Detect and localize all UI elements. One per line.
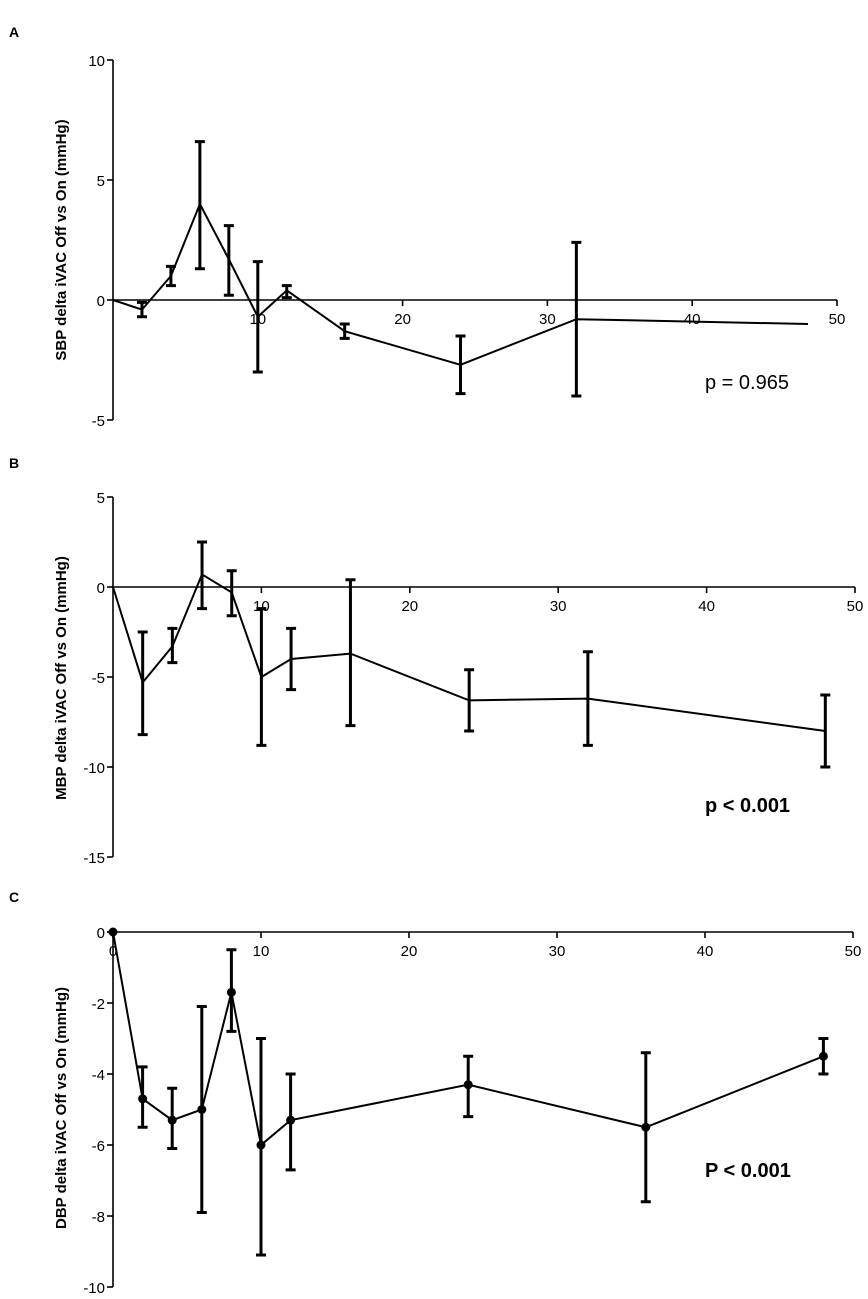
x-tick-label: 40 [697,943,714,960]
error-bar [165,264,176,288]
error-bar [281,284,292,300]
y-tick-label: -6 [92,1138,105,1155]
panel-letter: C [9,889,19,905]
x-tick-label: 30 [539,311,556,328]
p-value-annotation: p < 0.001 [705,795,790,817]
y-axis-label: DBP delta iVAC Off vs On (mmHg) [53,987,70,1229]
error-bar [137,630,148,737]
x-tick-label: 20 [401,943,418,960]
error-bar [820,693,831,769]
data-point [167,1115,177,1125]
data-point [197,1105,207,1114]
error-bar [252,260,263,374]
data-point [818,1051,828,1061]
error-bar [345,578,356,728]
x-tick-label: 30 [549,943,566,960]
panel-letter: B [9,455,19,471]
error-bar [455,334,466,396]
y-tick-label: -5 [92,670,105,687]
data-point [108,927,118,937]
data-point [286,1115,296,1125]
panel-letter: A [9,24,19,40]
x-tick-label: 20 [401,598,418,615]
y-tick-label: -5 [92,413,105,430]
panel-a: A SBP delta iVAC Off vs On (mmHg) p = 0.… [9,24,845,430]
y-tick-label: 0 [97,925,105,942]
p-value-annotation: P < 0.001 [705,1160,791,1182]
error-bar [226,569,237,618]
y-tick-label: 5 [97,490,105,507]
y-tick-label: 0 [97,580,105,597]
y-tick-label: 10 [88,53,105,70]
error-bar [223,224,234,297]
y-tick-label: 5 [97,173,105,190]
error-bar [571,240,582,398]
y-tick-label: -4 [92,1067,105,1084]
panel-c: C DBP delta iVAC Off vs On (mmHg) P < 0.… [9,889,861,1297]
y-tick-label: -8 [92,1209,105,1226]
data-point [641,1122,651,1132]
error-bar [464,668,475,733]
x-tick-label: 40 [684,311,701,328]
error-bar [286,626,297,692]
data-point [226,987,236,997]
y-tick-label: -10 [83,1280,105,1297]
error-bar [256,607,267,747]
x-tick-label: 10 [253,943,270,960]
x-tick-label: 50 [829,311,846,328]
error-bar [582,650,593,747]
error-bar [339,322,350,340]
panel-b: B MBP delta iVAC Off vs On (mmHg) p < 0.… [9,455,863,867]
series-line [112,931,824,1147]
x-tick-label: 40 [698,598,715,615]
p-value-annotation: p = 0.965 [705,372,789,394]
data-point [463,1080,473,1090]
x-tick-label: 0 [109,943,117,960]
y-tick-label: -15 [83,850,105,867]
y-axis-label: SBP delta iVAC Off vs On (mmHg) [53,119,70,360]
data-point [138,1094,148,1104]
y-tick-label: 0 [97,293,105,310]
y-tick-label: -10 [83,760,105,777]
x-tick-label: 50 [845,943,862,960]
error-bar [167,626,178,665]
error-bar [197,540,208,611]
x-tick-label: 50 [847,598,864,615]
error-bar [194,140,205,271]
x-tick-label: 30 [550,598,567,615]
data-point [256,1140,266,1150]
y-axis-label: MBP delta iVAC Off vs On (mmHg) [53,556,70,800]
x-tick-label: 20 [394,311,411,328]
y-tick-label: -2 [92,996,105,1013]
x-tick-label: 10 [253,598,270,615]
error-bar [136,300,147,319]
